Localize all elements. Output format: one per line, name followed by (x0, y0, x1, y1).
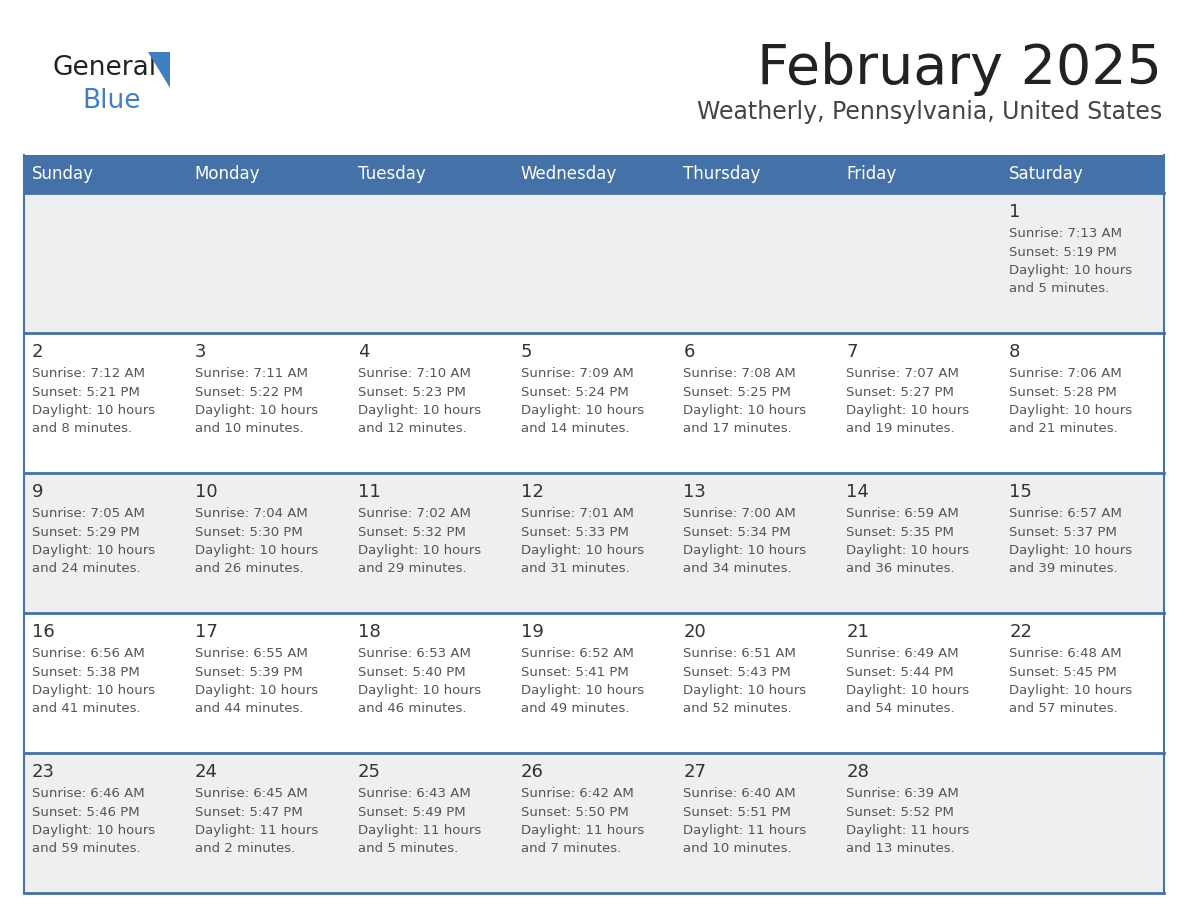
Text: Thursday: Thursday (683, 165, 760, 183)
Text: Sunrise: 6:53 AM
Sunset: 5:40 PM
Daylight: 10 hours
and 46 minutes.: Sunrise: 6:53 AM Sunset: 5:40 PM Dayligh… (358, 647, 481, 715)
Text: Sunrise: 6:52 AM
Sunset: 5:41 PM
Daylight: 10 hours
and 49 minutes.: Sunrise: 6:52 AM Sunset: 5:41 PM Dayligh… (520, 647, 644, 715)
Text: Sunrise: 7:07 AM
Sunset: 5:27 PM
Daylight: 10 hours
and 19 minutes.: Sunrise: 7:07 AM Sunset: 5:27 PM Dayligh… (846, 367, 969, 435)
Text: 28: 28 (846, 763, 870, 781)
Text: Sunrise: 7:09 AM
Sunset: 5:24 PM
Daylight: 10 hours
and 14 minutes.: Sunrise: 7:09 AM Sunset: 5:24 PM Dayligh… (520, 367, 644, 435)
Text: Sunrise: 7:00 AM
Sunset: 5:34 PM
Daylight: 10 hours
and 34 minutes.: Sunrise: 7:00 AM Sunset: 5:34 PM Dayligh… (683, 507, 807, 576)
Text: 1: 1 (1009, 203, 1020, 221)
Text: Sunrise: 7:08 AM
Sunset: 5:25 PM
Daylight: 10 hours
and 17 minutes.: Sunrise: 7:08 AM Sunset: 5:25 PM Dayligh… (683, 367, 807, 435)
Text: Weatherly, Pennsylvania, United States: Weatherly, Pennsylvania, United States (696, 100, 1162, 124)
Text: Sunrise: 6:49 AM
Sunset: 5:44 PM
Daylight: 10 hours
and 54 minutes.: Sunrise: 6:49 AM Sunset: 5:44 PM Dayligh… (846, 647, 969, 715)
Text: 13: 13 (683, 483, 707, 501)
Text: Sunrise: 7:04 AM
Sunset: 5:30 PM
Daylight: 10 hours
and 26 minutes.: Sunrise: 7:04 AM Sunset: 5:30 PM Dayligh… (195, 507, 318, 576)
Text: Sunrise: 6:40 AM
Sunset: 5:51 PM
Daylight: 11 hours
and 10 minutes.: Sunrise: 6:40 AM Sunset: 5:51 PM Dayligh… (683, 787, 807, 856)
Text: 2: 2 (32, 343, 44, 361)
Bar (24, 613, 1164, 753)
Bar (24, 155, 1164, 193)
Text: Sunrise: 7:12 AM
Sunset: 5:21 PM
Daylight: 10 hours
and 8 minutes.: Sunrise: 7:12 AM Sunset: 5:21 PM Dayligh… (32, 367, 156, 435)
Text: Sunrise: 6:45 AM
Sunset: 5:47 PM
Daylight: 11 hours
and 2 minutes.: Sunrise: 6:45 AM Sunset: 5:47 PM Dayligh… (195, 787, 318, 856)
Text: General: General (52, 55, 156, 81)
Text: Sunrise: 7:13 AM
Sunset: 5:19 PM
Daylight: 10 hours
and 5 minutes.: Sunrise: 7:13 AM Sunset: 5:19 PM Dayligh… (1009, 227, 1132, 296)
Text: Sunrise: 7:06 AM
Sunset: 5:28 PM
Daylight: 10 hours
and 21 minutes.: Sunrise: 7:06 AM Sunset: 5:28 PM Dayligh… (1009, 367, 1132, 435)
Text: Monday: Monday (195, 165, 260, 183)
Text: 23: 23 (32, 763, 55, 781)
Text: 27: 27 (683, 763, 707, 781)
Text: 8: 8 (1009, 343, 1020, 361)
Text: Sunrise: 6:43 AM
Sunset: 5:49 PM
Daylight: 11 hours
and 5 minutes.: Sunrise: 6:43 AM Sunset: 5:49 PM Dayligh… (358, 787, 481, 856)
Text: Sunrise: 6:56 AM
Sunset: 5:38 PM
Daylight: 10 hours
and 41 minutes.: Sunrise: 6:56 AM Sunset: 5:38 PM Dayligh… (32, 647, 156, 715)
Text: 4: 4 (358, 343, 369, 361)
Text: Sunrise: 7:01 AM
Sunset: 5:33 PM
Daylight: 10 hours
and 31 minutes.: Sunrise: 7:01 AM Sunset: 5:33 PM Dayligh… (520, 507, 644, 576)
Text: Sunrise: 7:11 AM
Sunset: 5:22 PM
Daylight: 10 hours
and 10 minutes.: Sunrise: 7:11 AM Sunset: 5:22 PM Dayligh… (195, 367, 318, 435)
Text: 11: 11 (358, 483, 380, 501)
Text: Sunrise: 6:59 AM
Sunset: 5:35 PM
Daylight: 10 hours
and 36 minutes.: Sunrise: 6:59 AM Sunset: 5:35 PM Dayligh… (846, 507, 969, 576)
Text: 26: 26 (520, 763, 543, 781)
Text: Blue: Blue (82, 88, 140, 114)
Text: Sunrise: 6:42 AM
Sunset: 5:50 PM
Daylight: 11 hours
and 7 minutes.: Sunrise: 6:42 AM Sunset: 5:50 PM Dayligh… (520, 787, 644, 856)
Text: 7: 7 (846, 343, 858, 361)
Bar (24, 753, 1164, 893)
Text: 16: 16 (32, 623, 55, 641)
Text: Sunrise: 7:05 AM
Sunset: 5:29 PM
Daylight: 10 hours
and 24 minutes.: Sunrise: 7:05 AM Sunset: 5:29 PM Dayligh… (32, 507, 156, 576)
Text: 10: 10 (195, 483, 217, 501)
Text: Saturday: Saturday (1009, 165, 1083, 183)
Text: Sunrise: 6:51 AM
Sunset: 5:43 PM
Daylight: 10 hours
and 52 minutes.: Sunrise: 6:51 AM Sunset: 5:43 PM Dayligh… (683, 647, 807, 715)
Text: 6: 6 (683, 343, 695, 361)
Polygon shape (148, 52, 170, 88)
Text: Sunrise: 6:55 AM
Sunset: 5:39 PM
Daylight: 10 hours
and 44 minutes.: Sunrise: 6:55 AM Sunset: 5:39 PM Dayligh… (195, 647, 318, 715)
Text: Tuesday: Tuesday (358, 165, 425, 183)
Text: Sunday: Sunday (32, 165, 94, 183)
Text: Sunrise: 7:02 AM
Sunset: 5:32 PM
Daylight: 10 hours
and 29 minutes.: Sunrise: 7:02 AM Sunset: 5:32 PM Dayligh… (358, 507, 481, 576)
Text: 9: 9 (32, 483, 44, 501)
Bar (24, 473, 1164, 613)
Text: 20: 20 (683, 623, 706, 641)
Text: 19: 19 (520, 623, 543, 641)
Text: 14: 14 (846, 483, 870, 501)
Text: 25: 25 (358, 763, 380, 781)
Text: 3: 3 (195, 343, 207, 361)
Text: 17: 17 (195, 623, 217, 641)
Text: Sunrise: 7:10 AM
Sunset: 5:23 PM
Daylight: 10 hours
and 12 minutes.: Sunrise: 7:10 AM Sunset: 5:23 PM Dayligh… (358, 367, 481, 435)
Text: 15: 15 (1009, 483, 1032, 501)
Text: Friday: Friday (846, 165, 897, 183)
Text: 18: 18 (358, 623, 380, 641)
Text: 24: 24 (195, 763, 217, 781)
Text: Wednesday: Wednesday (520, 165, 617, 183)
Text: 21: 21 (846, 623, 870, 641)
Text: 22: 22 (1009, 623, 1032, 641)
Text: Sunrise: 6:57 AM
Sunset: 5:37 PM
Daylight: 10 hours
and 39 minutes.: Sunrise: 6:57 AM Sunset: 5:37 PM Dayligh… (1009, 507, 1132, 576)
Bar (24, 333, 1164, 473)
Text: February 2025: February 2025 (757, 42, 1162, 96)
Text: 5: 5 (520, 343, 532, 361)
Text: Sunrise: 6:48 AM
Sunset: 5:45 PM
Daylight: 10 hours
and 57 minutes.: Sunrise: 6:48 AM Sunset: 5:45 PM Dayligh… (1009, 647, 1132, 715)
Bar (24, 193, 1164, 333)
Text: 12: 12 (520, 483, 543, 501)
Text: Sunrise: 6:46 AM
Sunset: 5:46 PM
Daylight: 10 hours
and 59 minutes.: Sunrise: 6:46 AM Sunset: 5:46 PM Dayligh… (32, 787, 156, 856)
Text: Sunrise: 6:39 AM
Sunset: 5:52 PM
Daylight: 11 hours
and 13 minutes.: Sunrise: 6:39 AM Sunset: 5:52 PM Dayligh… (846, 787, 969, 856)
